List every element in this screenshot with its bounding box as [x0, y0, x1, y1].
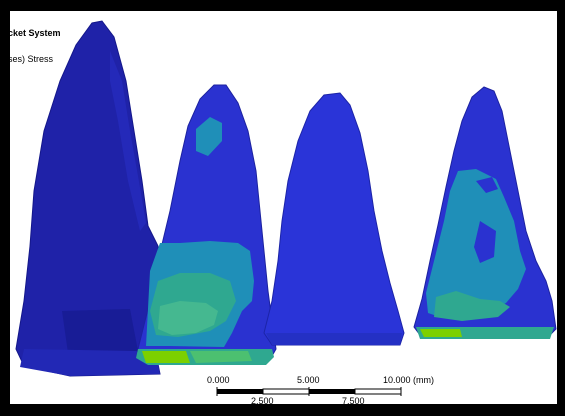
bracket-model-3[interactable]: [263, 92, 405, 346]
scale-label-7-5: 7.500: [342, 396, 365, 404]
result-type-label: ses) Stress: [10, 54, 54, 64]
bracket-model-1[interactable]: [15, 20, 161, 377]
model-view[interactable]: [10, 11, 557, 404]
graphics-viewport[interactable]: cket System ses) Stress 0.000 5.000 10.0…: [10, 11, 557, 404]
scale-label-10: 10.000 (mm): [383, 375, 435, 385]
model-title: cket System: [10, 28, 61, 38]
bracket-model-4[interactable]: [413, 86, 557, 339]
scale-label-0: 0.000: [207, 375, 230, 385]
scale-bar: [216, 387, 402, 396]
scale-label-2-5: 2.500: [251, 396, 274, 404]
scale-label-5: 5.000: [297, 375, 320, 385]
bracket-model-2[interactable]: [136, 84, 277, 365]
